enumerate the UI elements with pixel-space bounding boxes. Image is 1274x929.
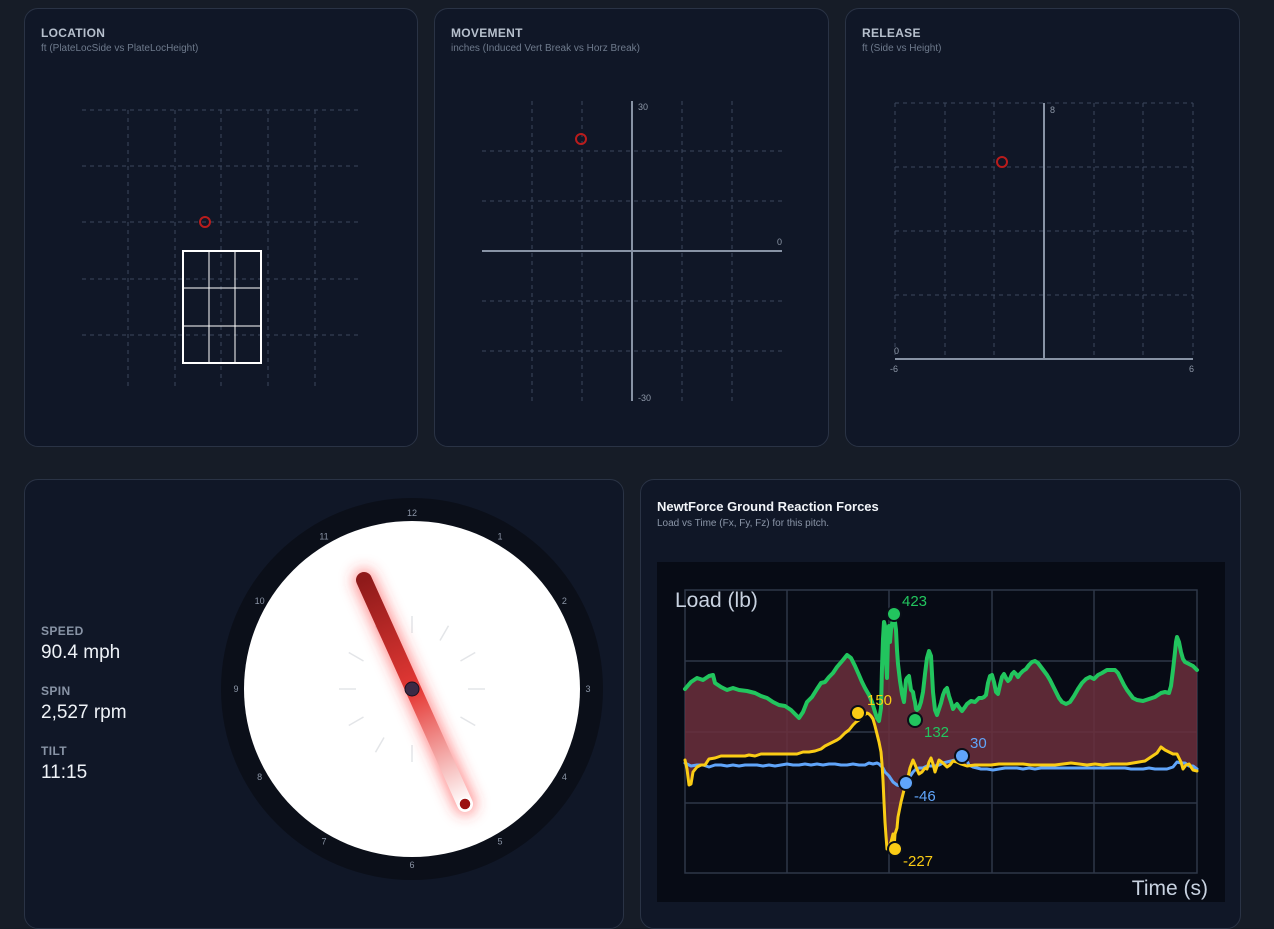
clock-numeral: 7 bbox=[321, 836, 326, 846]
spin-axis-center-dot bbox=[404, 681, 420, 697]
clock-numeral: 8 bbox=[257, 772, 262, 782]
fy-min-marker bbox=[887, 841, 903, 857]
clock-numeral: 6 bbox=[409, 860, 414, 870]
grf-panel: NewtForce Ground Reaction Forces Load vs… bbox=[640, 479, 1241, 929]
movement-subtitle: inches (Induced Vert Break vs Horz Break… bbox=[451, 43, 640, 54]
clock-tick bbox=[348, 716, 364, 727]
clock-tick bbox=[460, 716, 476, 727]
clock-tick bbox=[348, 651, 364, 662]
location-plot bbox=[82, 109, 358, 387]
fz-min-marker bbox=[907, 712, 923, 728]
fz-line bbox=[683, 612, 1199, 723]
fy-min-label: -227 bbox=[903, 853, 933, 870]
fz-fy-band-fill bbox=[685, 614, 1197, 849]
clock-numeral: 5 bbox=[497, 836, 502, 846]
fy-max-marker bbox=[850, 705, 866, 721]
tilt-label: TILT bbox=[41, 744, 68, 758]
location-subtitle: ft (PlateLocSide vs PlateLocHeight) bbox=[41, 43, 199, 54]
clock-numeral: 11 bbox=[319, 532, 328, 542]
fz-min-label: 132 bbox=[924, 724, 949, 741]
pitch-release-marker bbox=[996, 156, 1008, 168]
fx-min-marker bbox=[898, 775, 914, 791]
location-panel: LOCATION ft (PlateLocSide vs PlateLocHei… bbox=[24, 8, 418, 447]
grf-title: NewtForce Ground Reaction Forces bbox=[657, 499, 879, 514]
release-x-right-label: 6 bbox=[1189, 364, 1194, 374]
fx-min-label: -46 bbox=[914, 788, 936, 805]
release-y-top-label: 8 bbox=[1050, 105, 1055, 115]
fx-max-marker bbox=[954, 748, 970, 764]
speed-label: SPEED bbox=[41, 624, 84, 638]
grf-subtitle: Load vs Time (Fx, Fy, Fz) for this pitch… bbox=[657, 518, 830, 529]
movement-x-zero-label: 0 bbox=[777, 237, 782, 247]
pitch-location-marker bbox=[199, 216, 211, 228]
fx-max-label: 30 bbox=[970, 735, 987, 752]
clock-numeral: 1 bbox=[497, 532, 502, 542]
spin-value: 2,527 rpm bbox=[41, 702, 127, 723]
clock-numeral: 10 bbox=[255, 596, 265, 606]
movement-y-bottom-label: -30 bbox=[638, 393, 651, 403]
clock-numeral: 2 bbox=[562, 596, 567, 606]
spin-tilt-panel: SPEED 90.4 mph SPIN 2,527 rpm TILT 11:15… bbox=[24, 479, 624, 929]
movement-panel: MOVEMENT inches (Induced Vert Break vs H… bbox=[434, 8, 829, 447]
grf-y-axis-label: Load (lb) bbox=[675, 589, 758, 612]
clock-numeral: 12 bbox=[407, 508, 417, 518]
pitch-movement-marker bbox=[575, 133, 587, 145]
clock-numeral: 9 bbox=[233, 684, 238, 694]
grf-x-axis-label: Time (s) bbox=[1132, 877, 1208, 900]
clock-tick bbox=[460, 651, 476, 662]
fy-max-label: 150 bbox=[867, 692, 892, 709]
clock-tick bbox=[439, 625, 450, 641]
fz-max-marker bbox=[886, 606, 902, 622]
tilt-value: 11:15 bbox=[41, 762, 88, 783]
movement-y-top-label: 30 bbox=[638, 102, 648, 112]
release-subtitle: ft (Side vs Height) bbox=[862, 43, 942, 54]
release-x-left-label: -6 bbox=[890, 364, 898, 374]
movement-plot: 30 -30 0 bbox=[482, 101, 782, 403]
clock-numeral: 3 bbox=[585, 684, 590, 694]
grf-chart: 423 132 150 -227 30 -46 Load (lb) Time (… bbox=[657, 562, 1225, 902]
spin-axis-end-dot bbox=[458, 797, 472, 811]
release-y-zero-label: 0 bbox=[894, 346, 899, 356]
strike-zone bbox=[182, 250, 262, 364]
release-title: RELEASE bbox=[862, 26, 921, 40]
speed-value: 90.4 mph bbox=[41, 642, 121, 663]
release-plot: 8 0 -6 6 bbox=[890, 102, 1194, 374]
spin-label: SPIN bbox=[41, 684, 71, 698]
fz-max-label: 423 bbox=[902, 593, 927, 610]
clock-tick bbox=[374, 737, 385, 753]
movement-title: MOVEMENT bbox=[451, 26, 523, 40]
release-panel: RELEASE ft (Side vs Height) 8 0 -6 6 bbox=[845, 8, 1240, 447]
location-title: LOCATION bbox=[41, 26, 106, 40]
fy-line bbox=[683, 711, 1199, 851]
clock-numeral: 4 bbox=[562, 772, 567, 782]
